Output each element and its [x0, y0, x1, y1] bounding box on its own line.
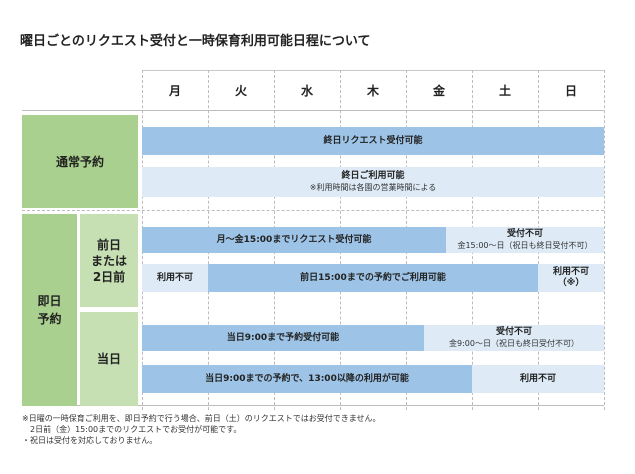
- prevday-unavailable-right-note: （※）: [557, 278, 585, 288]
- today-no-request-text: 受付不可: [495, 327, 532, 337]
- day-header-mon: 月: [168, 83, 181, 98]
- today-request-text: 当日9:00まで予約受付可能: [226, 332, 340, 343]
- prevday-no-request-text: 受付不可: [506, 229, 543, 239]
- footnote: ・祝日は受付を対応しておりません。: [22, 436, 158, 445]
- header-divider: [22, 110, 604, 111]
- prevday-no-request-bar: 受付不可 金15:00～日（祝日も終日受付不可）: [446, 227, 604, 253]
- day-header-wed: 水: [300, 83, 313, 98]
- prevday-usage-text: 前日15:00までの予約でご利用可能: [300, 272, 446, 283]
- day-header-sat: 土: [498, 83, 511, 98]
- day-header-thu: 木: [366, 83, 379, 98]
- normal-reservation-label: 通常予約: [22, 115, 138, 208]
- normal-usage-note: ※利用時間は各園の営業時間による: [309, 183, 437, 192]
- prevday-no-request-note: 金15:00～日（祝日も終日受付不可）: [457, 241, 593, 250]
- prevday-label: 前日 または 2日前: [80, 214, 138, 307]
- bottom-divider: [22, 405, 604, 406]
- sameday-reservation-label: 即日予約: [22, 214, 77, 406]
- today-no-request-note: 金9:00～日（祝日も終日受付不可）: [449, 339, 579, 348]
- normal-request-bar: 終日リクエスト受付可能: [142, 127, 604, 155]
- day-header-tue: 火: [234, 83, 247, 98]
- column-divider: [604, 70, 605, 410]
- prevday-request-bar: 月～金15:00までリクエスト受付可能: [142, 227, 446, 253]
- day-header-fri: 金: [432, 83, 445, 98]
- prevday-unavailable-left-bar: 利用不可: [142, 264, 208, 292]
- footnote: ※日曜の一時保育ご利用を、即日予約で行う場合、前日（土）のリクエストではお受付で…: [22, 414, 381, 423]
- prevday-label-line: 前日: [96, 237, 121, 252]
- today-unavailable-text: 利用不可: [519, 373, 556, 384]
- header-top-divider: [142, 70, 604, 71]
- prevday-usage-bar: 前日15:00までの予約でご利用可能: [208, 264, 538, 292]
- normal-request-text: 終日リクエスト受付可能: [323, 135, 423, 146]
- prevday-unavailable-right-bar: 利用不可 （※）: [538, 264, 604, 292]
- prevday-unavailable-left-text: 利用不可: [156, 272, 193, 283]
- normal-usage-text: 終日ご利用可能: [341, 171, 405, 181]
- today-label: 当日: [80, 312, 138, 406]
- page-title: 曜日ごとのリクエスト受付と一時保育利用可能日程について: [20, 34, 371, 49]
- today-usage-text: 当日9:00までの予約で、13:00以降の利用が可能: [205, 373, 409, 384]
- prevday-label-line: または: [90, 253, 127, 268]
- prevday-label-line: 2日前: [92, 269, 126, 284]
- day-header-sun: 日: [564, 83, 577, 98]
- today-request-bar: 当日9:00まで予約受付可能: [142, 325, 424, 351]
- today-no-request-bar: 受付不可 金9:00～日（祝日も終日受付不可）: [424, 325, 604, 351]
- today-usage-bar: 当日9:00までの予約で、13:00以降の利用が可能: [142, 365, 472, 393]
- normal-usage-bar: 終日ご利用可能 ※利用時間は各園の営業時間による: [142, 167, 604, 197]
- prevday-request-text: 月～金15:00までリクエスト受付可能: [216, 234, 372, 245]
- section-divider: [22, 210, 604, 211]
- today-unavailable-bar: 利用不可: [472, 365, 604, 393]
- prevday-unavailable-right-text: 利用不可: [552, 267, 589, 277]
- footnote: 2日前（金）15:00までのリクエストでお受付が可能です。: [22, 425, 242, 434]
